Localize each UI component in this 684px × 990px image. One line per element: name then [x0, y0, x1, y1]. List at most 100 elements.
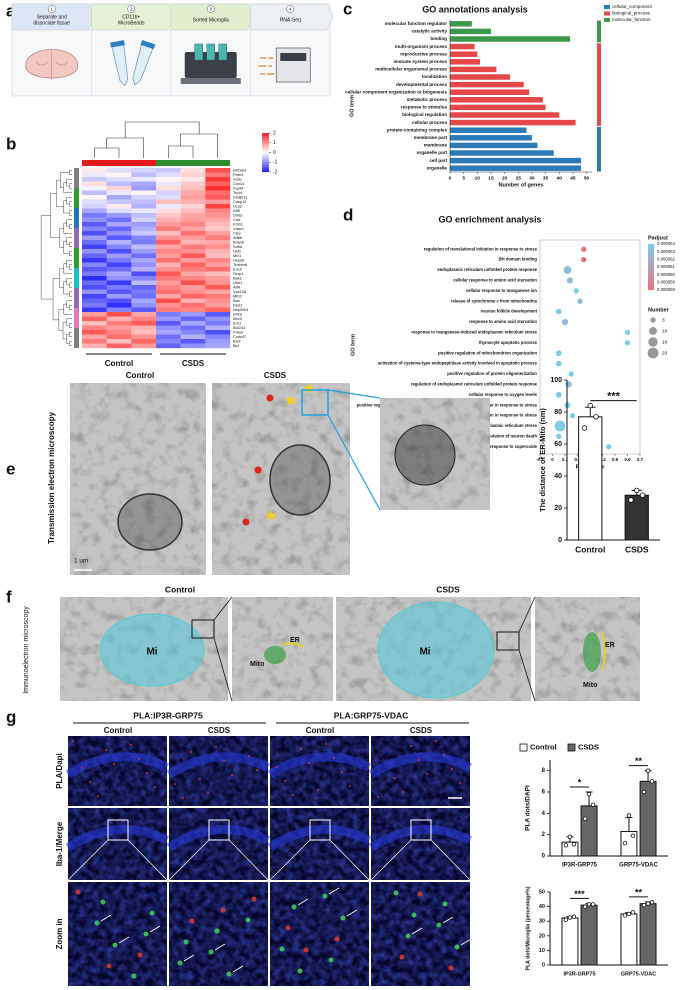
heatmap-cell	[82, 289, 107, 295]
gene-label: Eif2a	[233, 311, 243, 316]
fluorescence-image-texture	[270, 736, 369, 806]
heatmap-cell	[205, 186, 231, 191]
heatmap-cell	[156, 240, 181, 245]
heatmap-cell	[205, 253, 231, 259]
heatmap-cell	[180, 316, 206, 322]
gene-label: Atf6	[233, 208, 240, 213]
heatmap-cell	[106, 222, 132, 227]
cell-signal	[399, 954, 405, 960]
zoom-lines	[67, 839, 168, 881]
step-number: 4	[289, 6, 292, 11]
heatmap-cell	[82, 168, 107, 173]
colorbar-label: -1	[273, 160, 278, 166]
pla-dot	[199, 778, 201, 780]
arrow	[118, 936, 130, 944]
gene-label: Erlin1	[233, 221, 243, 226]
marker-red	[242, 518, 250, 526]
x-tick-label: 10	[475, 175, 481, 181]
gene-label: Ern1	[233, 320, 241, 325]
heatmap-cell	[180, 330, 206, 335]
pla-dot	[215, 746, 217, 748]
fluorescence-image-texture	[371, 882, 470, 986]
category-label: catalytic activity	[412, 29, 448, 34]
data-point	[641, 902, 647, 908]
x-tick-label: IP3R-GRP75	[562, 863, 598, 869]
column-label: CSDS	[264, 371, 287, 380]
category-label: metabolic process	[407, 97, 448, 102]
arrow	[346, 909, 358, 917]
legend-title: Number	[648, 307, 670, 313]
dot	[568, 371, 574, 377]
pla-dot	[154, 786, 156, 788]
dot	[563, 266, 572, 274]
heatmap-cell	[106, 235, 132, 241]
row-cluster-bar	[74, 228, 79, 248]
heatmap-cell	[205, 195, 231, 200]
legend-swatch	[604, 5, 610, 9]
heatmap-cell	[106, 199, 132, 205]
row-label: Iba-1/Merge	[55, 821, 64, 866]
heatmap-cell	[156, 217, 181, 223]
data-point	[590, 902, 596, 907]
bar	[450, 21, 472, 27]
category-label: cellular response to amino acid starvati…	[453, 278, 537, 283]
heatmap-cell	[180, 321, 206, 326]
heatmap-cell	[156, 285, 181, 290]
gene-label: Vdac1	[233, 226, 244, 231]
legend-swatch	[604, 18, 610, 22]
heatmap-cell	[106, 244, 132, 250]
category-label: cellular process	[412, 120, 447, 125]
heatmap-cell	[82, 334, 107, 340]
heatmap-cell	[82, 325, 107, 331]
heatmap-cell	[82, 330, 107, 335]
data-point	[586, 791, 592, 797]
row-cluster-bar	[74, 308, 79, 328]
data-point	[622, 841, 628, 846]
heatmap-cell	[131, 208, 157, 214]
panel-label: g	[6, 707, 16, 726]
em-image-texture	[70, 383, 206, 575]
cell-signal	[340, 915, 346, 921]
pla-dot	[333, 757, 335, 759]
heatmap-cell	[205, 321, 231, 326]
fluorescence-image-texture	[169, 736, 268, 806]
significance-label: *	[578, 777, 582, 787]
chart-title: GO annotations analysis	[422, 4, 528, 14]
pla-dot	[284, 780, 286, 782]
heatmap-cell	[106, 231, 132, 236]
category-label: regulation of endoplasmic reticulum unfo…	[411, 382, 538, 387]
significance-label: **	[635, 887, 643, 897]
sorter-column	[206, 43, 215, 61]
heatmap-cell	[82, 303, 107, 308]
heatmap-cell	[131, 244, 157, 250]
bar	[450, 81, 524, 88]
y-tick-label: 40	[554, 473, 562, 480]
x-tick-label: CSDS	[625, 544, 649, 554]
step-number: 1	[50, 6, 53, 11]
row-cluster-bar	[74, 268, 79, 288]
heatmap-cell	[82, 213, 107, 218]
gene-label: Dnajb11	[233, 194, 247, 199]
heatmap-cell	[82, 298, 107, 304]
pla-dot	[207, 792, 209, 794]
pla-dot	[394, 777, 396, 779]
nucleus	[269, 444, 331, 516]
zoom-lines	[518, 596, 536, 702]
y-tick-label: 0	[542, 962, 545, 968]
pla-dot	[276, 766, 278, 768]
heatmap-cell	[106, 276, 132, 281]
heatmap-cell	[106, 307, 132, 313]
heatmap-cell	[205, 343, 231, 349]
cell-signal	[100, 899, 106, 905]
arrow	[100, 914, 112, 922]
bar	[450, 59, 481, 65]
cell-overlay	[99, 613, 205, 687]
cell-signal	[112, 942, 118, 948]
arrow	[183, 954, 195, 962]
heatmap-cell	[156, 267, 181, 272]
heatmap-cell	[156, 181, 181, 187]
gene-label: Hspa5	[233, 257, 244, 262]
heatmap-cell	[205, 172, 231, 178]
heatmap-cell	[205, 271, 231, 277]
heatmap-cell	[156, 249, 181, 254]
